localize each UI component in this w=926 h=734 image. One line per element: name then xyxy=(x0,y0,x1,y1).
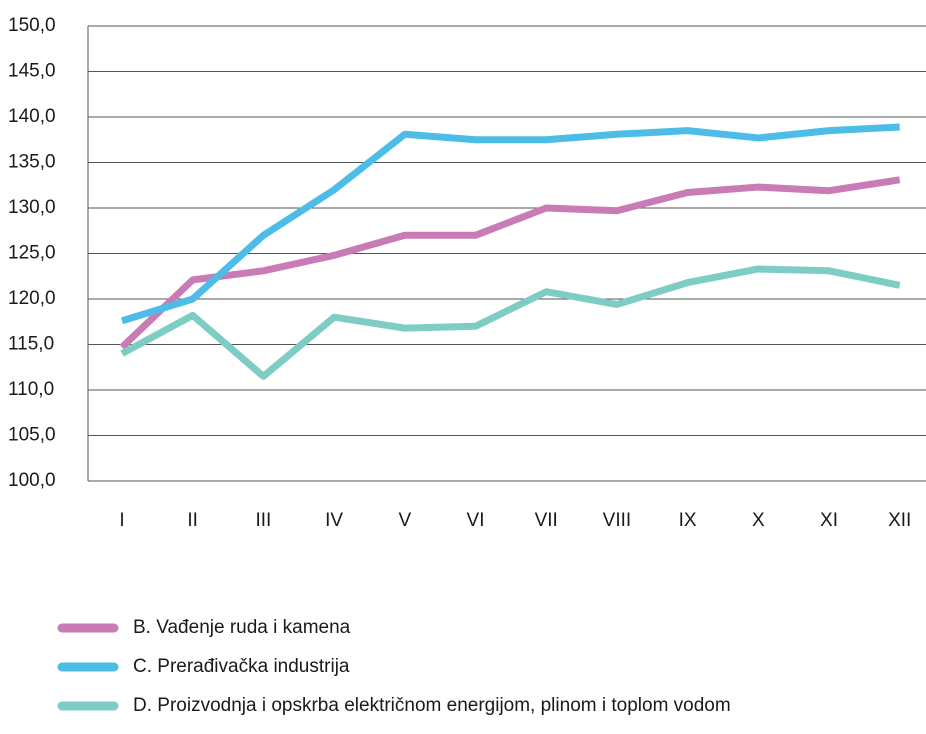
y-tick-label: 125,0 xyxy=(8,243,56,264)
y-tick-label: 120,0 xyxy=(8,288,56,309)
x-tick-label: X xyxy=(752,510,765,531)
x-tick-label: XI xyxy=(820,510,838,531)
legend-label: C. Prerađivačka industrija xyxy=(133,656,350,677)
y-tick-label: 110,0 xyxy=(8,379,54,400)
y-tick-label: 145,0 xyxy=(8,61,56,82)
series-line xyxy=(120,265,901,380)
y-tick-label: 135,0 xyxy=(8,152,56,173)
x-tick-label: II xyxy=(187,510,198,531)
x-tick-label: I xyxy=(119,510,124,531)
x-tick-label: IV xyxy=(325,510,343,531)
x-tick-label: VII xyxy=(535,510,558,531)
legend-label: B. Vađenje ruda i kamena xyxy=(133,617,351,638)
series-line xyxy=(119,176,901,350)
y-tick-label: 150,0 xyxy=(8,15,56,36)
x-tick-label: XII xyxy=(888,510,911,531)
x-tick-label: III xyxy=(255,510,271,531)
y-tick-label: 105,0 xyxy=(8,425,56,446)
x-tick-label: IX xyxy=(679,510,697,531)
legend-label: D. Proizvodnja i opskrba električnom ene… xyxy=(133,695,731,716)
x-tick-label: VIII xyxy=(603,510,632,531)
x-tick-label: V xyxy=(398,510,411,531)
y-tick-label: 100,0 xyxy=(8,470,56,491)
y-tick-label: 140,0 xyxy=(8,106,56,127)
y-tick-label: 130,0 xyxy=(8,197,56,218)
series-line xyxy=(120,123,900,325)
y-tick-label: 115,0 xyxy=(8,334,54,355)
x-tick-label: VI xyxy=(467,510,485,531)
